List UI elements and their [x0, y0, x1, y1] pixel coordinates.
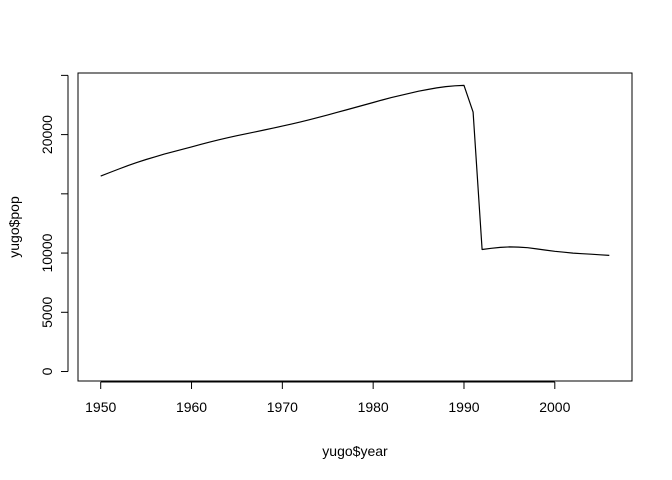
plot-frame: [77, 72, 633, 382]
x-axis: 1950 1960 1970 1980 1990 2000: [85, 381, 571, 415]
x-axis-label: yugo$year: [322, 443, 388, 459]
y-tick-label: 5000: [39, 297, 55, 328]
y-tick-label: 0: [39, 367, 55, 375]
x-tick-label: 2000: [539, 399, 570, 415]
x-tick-label: 1970: [267, 399, 298, 415]
x-tick-label: 1990: [448, 399, 479, 415]
y-tick-label: 20000: [39, 115, 55, 154]
x-tick-label: 1980: [358, 399, 389, 415]
y-tick-label: 10000: [39, 233, 55, 272]
x-tick-label: 1960: [176, 399, 207, 415]
y-axis: 0 5000 10000 20000: [39, 74, 69, 375]
y-axis-label: yugo$pop: [6, 196, 22, 258]
x-tick-label: 1950: [85, 399, 116, 415]
series-line: [100, 84, 610, 256]
